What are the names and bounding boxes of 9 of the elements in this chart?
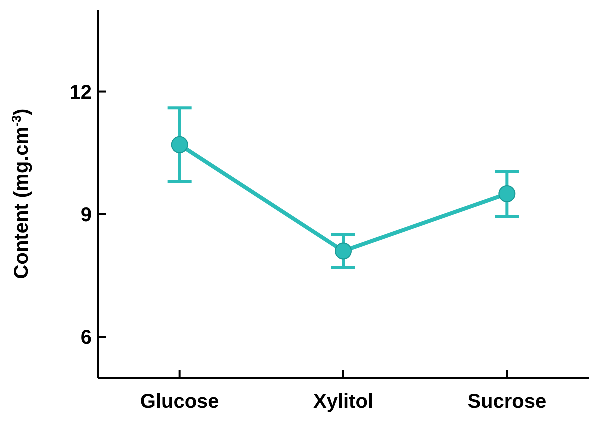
y-tick-label: 9 [80, 204, 92, 227]
x-tick-label: Glucose [140, 391, 220, 414]
x-tick-label: Sucrose [468, 391, 547, 414]
y-tick-label: 12 [70, 82, 92, 104]
y-tick-label: 6 [80, 327, 92, 350]
point [335, 242, 352, 260]
x-tick-label: Xylitol [313, 391, 374, 414]
point [498, 186, 516, 202]
point [171, 136, 188, 154]
